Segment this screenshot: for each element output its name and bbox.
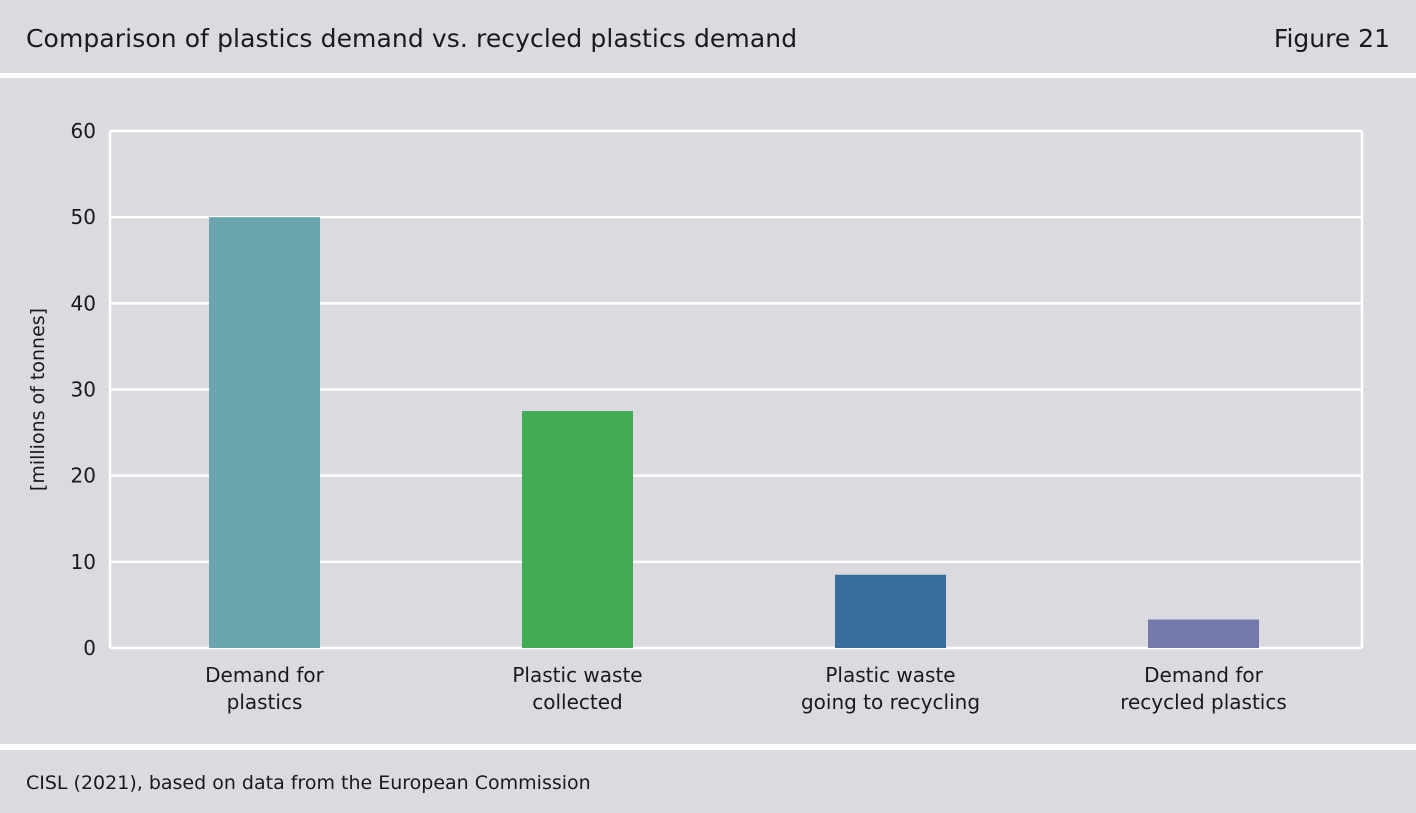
- bar: [1148, 619, 1259, 648]
- bar: [209, 217, 320, 648]
- chart-panel: 0 10 20 30 40 50 60 Demand for plastics Plastic …: [0, 78, 1416, 744]
- figure-header: Comparison of plastics demand vs. recycl…: [0, 0, 1416, 73]
- y-tick-labels: 0 10 20 30 40 50 60: [71, 119, 96, 660]
- bar: [835, 574, 946, 648]
- chart-title: Comparison of plastics demand vs. recycl…: [26, 24, 798, 53]
- y-tick-label: 50: [71, 205, 96, 229]
- bar: [522, 411, 633, 648]
- figure-number: Figure 21: [1273, 24, 1390, 53]
- x-tick-labels: Demand for plastics Plastic waste collected…: [205, 663, 1287, 714]
- y-tick-label: 20: [71, 464, 96, 488]
- x-tick-label: Plastic waste collected: [512, 663, 642, 714]
- y-tick-label: 0: [83, 636, 96, 660]
- y-tick-label: 60: [71, 119, 96, 143]
- x-tick-label: Demand for plastics: [205, 663, 324, 714]
- y-axis-label: [millions of tonnes]: [27, 308, 49, 491]
- y-tick-label: 30: [71, 378, 96, 402]
- y-tick-label: 10: [71, 550, 96, 574]
- figure-footer: CISL (2021), based on data from the Euro…: [0, 750, 1416, 813]
- source-note: CISL (2021), based on data from the Euro…: [26, 772, 591, 794]
- y-tick-label: 40: [71, 291, 96, 315]
- bar-chart: 0 10 20 30 40 50 60 Demand for plastics Plastic …: [27, 119, 1364, 714]
- x-tick-label: Plastic waste going to recycling: [801, 663, 980, 714]
- x-tick-label: Demand for recycled plastics: [1120, 663, 1287, 714]
- bars: [209, 217, 1259, 648]
